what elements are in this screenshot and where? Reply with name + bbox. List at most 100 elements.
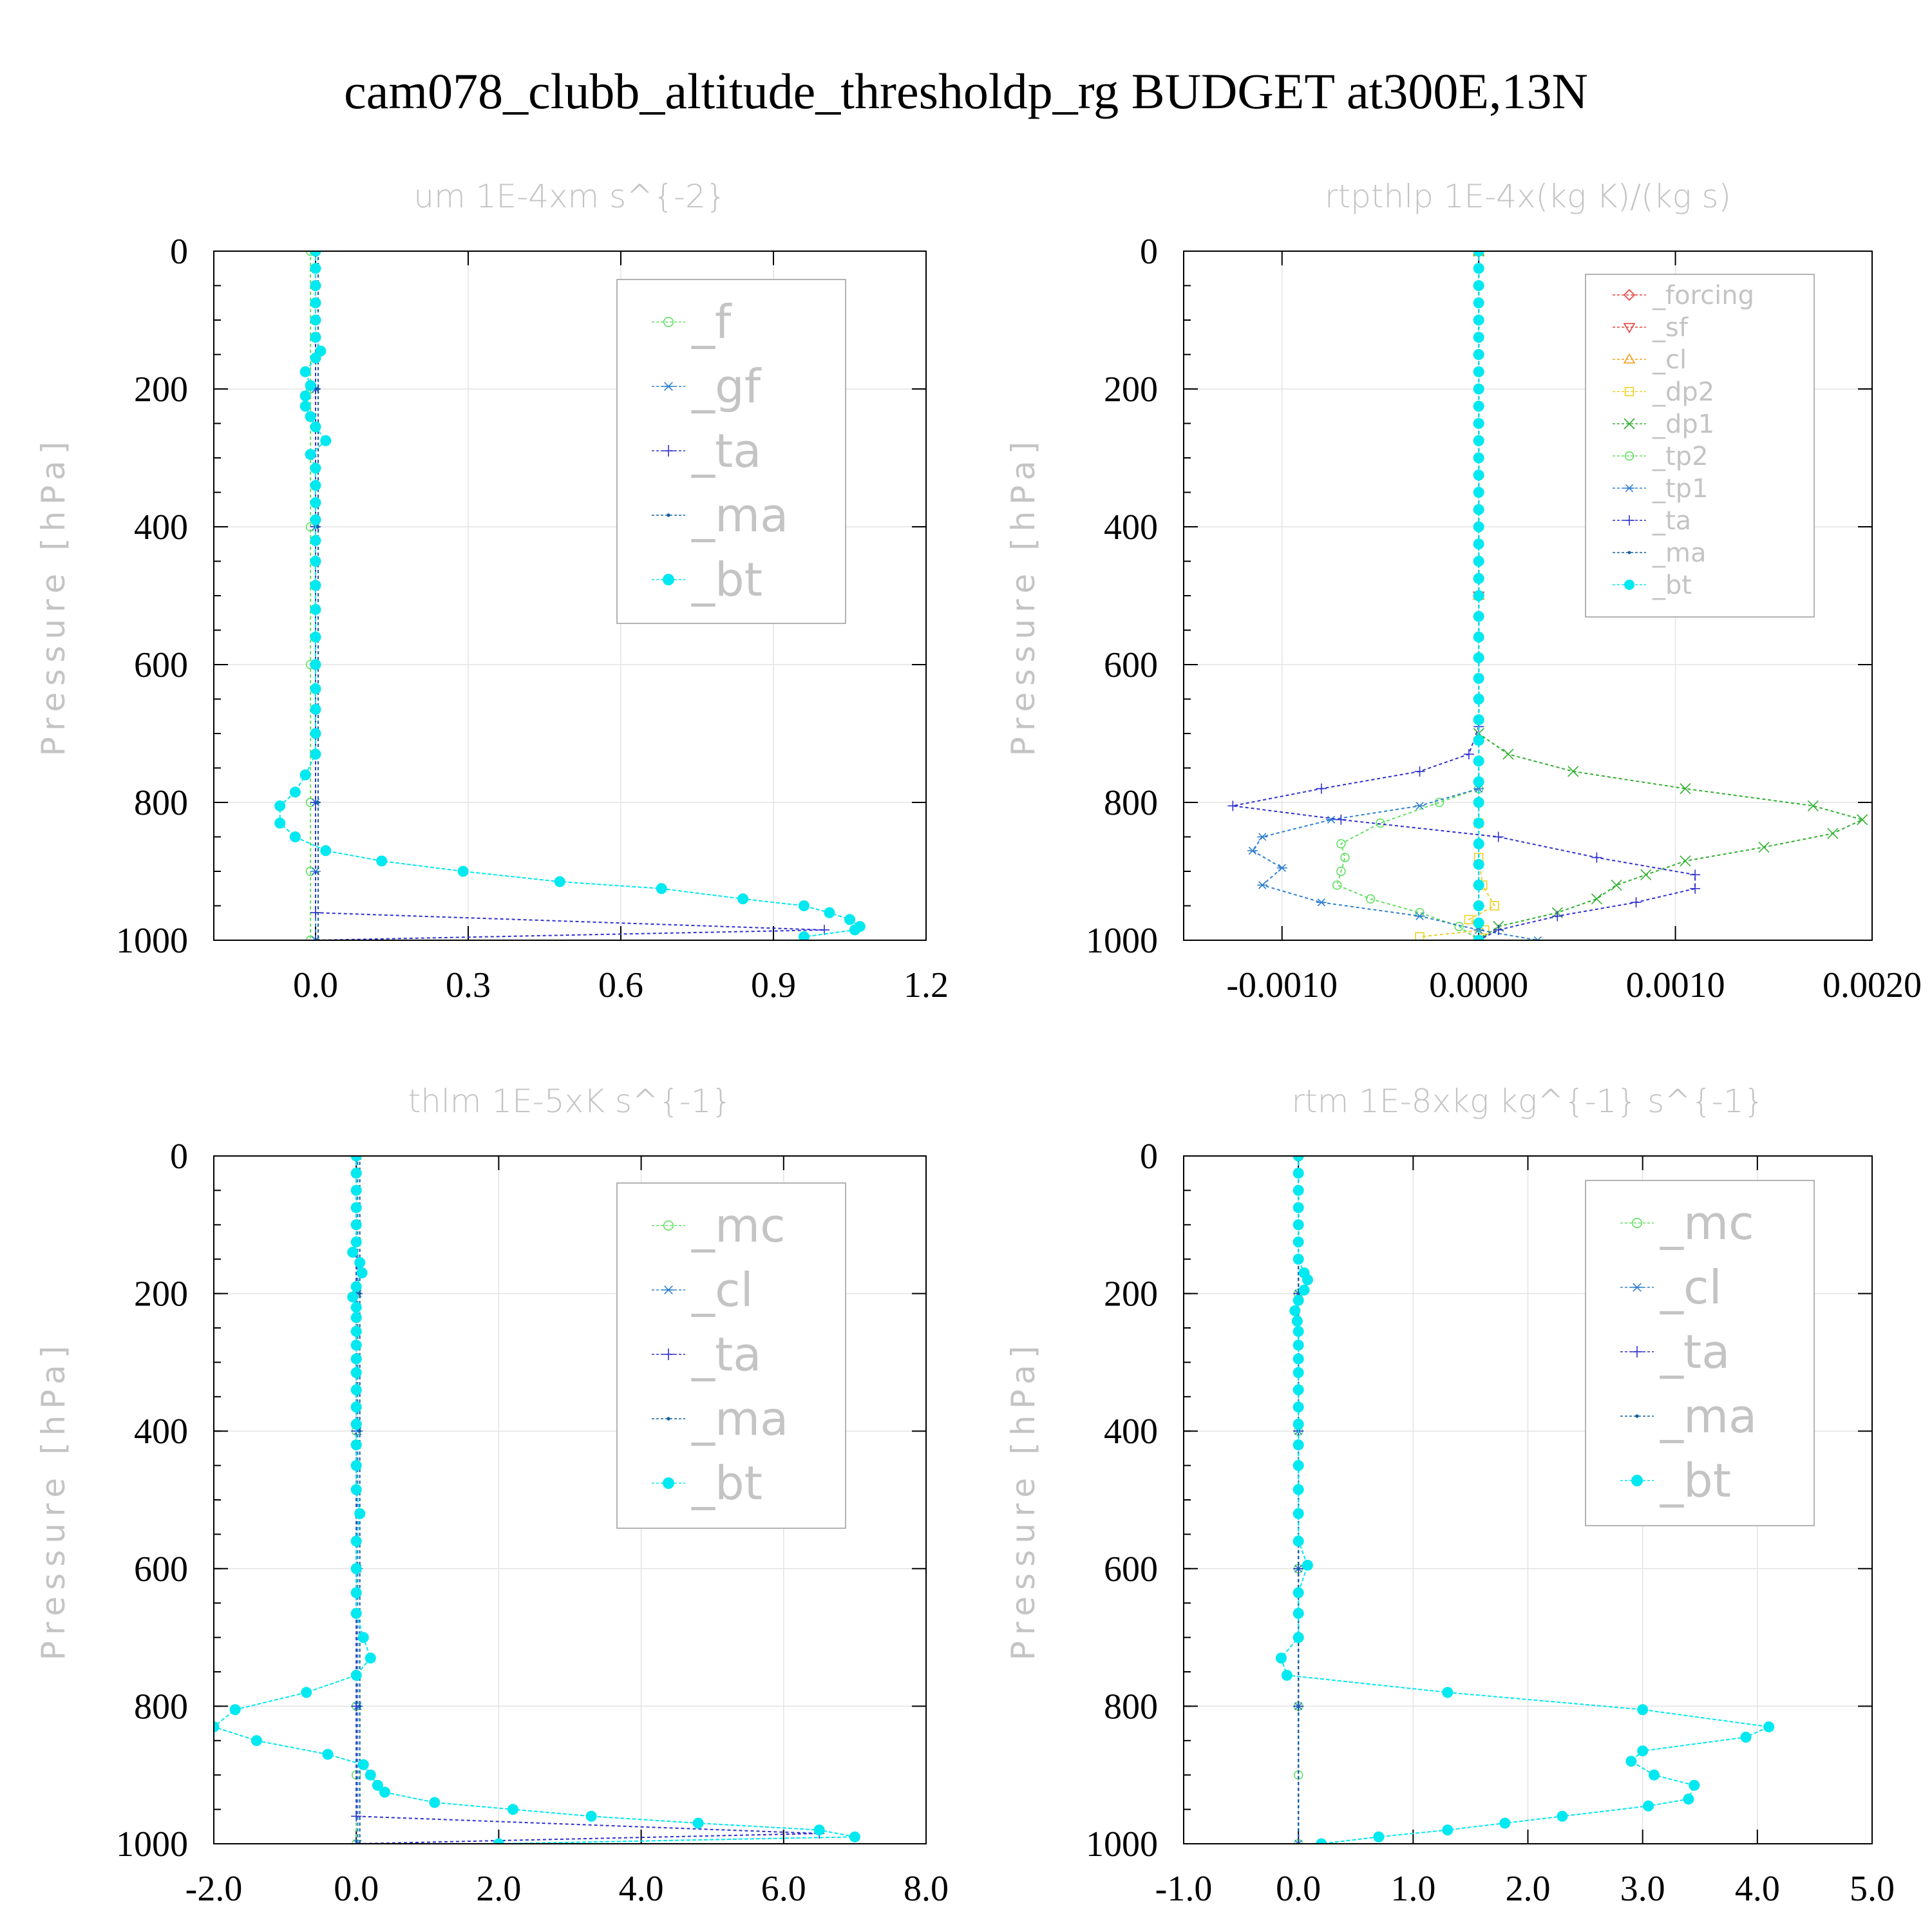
legend-item: _gf	[652, 359, 762, 413]
x-tick-label: 0.0010	[1626, 965, 1725, 1005]
data-point	[1293, 1340, 1304, 1351]
legend-label: _forcing	[1652, 281, 1754, 310]
data-point	[1473, 280, 1484, 291]
data-point	[1293, 1607, 1304, 1619]
data-point	[354, 1508, 366, 1519]
data-point	[1473, 263, 1484, 274]
data-point	[350, 1607, 362, 1619]
y-tick-label: 600	[1104, 1549, 1158, 1589]
data-point	[1414, 802, 1425, 810]
legend-label: _mc	[1660, 1196, 1754, 1250]
data-point	[1414, 766, 1425, 777]
legend-marker	[663, 1220, 674, 1231]
legend-label: _f	[691, 295, 732, 349]
data-point	[1293, 1460, 1304, 1472]
data-point	[350, 1340, 362, 1351]
data-point	[1414, 912, 1425, 920]
data-point	[1473, 469, 1484, 481]
data-point	[299, 769, 311, 781]
x-tick-label: 4.0	[619, 1869, 664, 1909]
y-tick-label: 800	[1104, 783, 1158, 823]
data-point	[379, 1786, 390, 1798]
data-point	[350, 1156, 362, 1162]
data-point	[350, 1439, 362, 1451]
x-tick-label: 3.0	[1620, 1869, 1665, 1909]
legend-marker	[1624, 484, 1634, 493]
data-point	[1373, 1831, 1385, 1842]
data-point	[1293, 1839, 1304, 1844]
data-point	[1316, 1838, 1327, 1844]
y-tick-label: 1000	[1086, 921, 1158, 961]
data-point	[1473, 817, 1484, 829]
figure-title: cam078_clubb_altitude_thresholdp_rg BUDG…	[344, 63, 1588, 119]
x-tick-label: 4.0	[1735, 1869, 1780, 1909]
data-point	[1415, 932, 1425, 940]
legend-item: _mc	[1620, 1196, 1754, 1250]
data-point	[1473, 934, 1484, 940]
legend-marker	[663, 1285, 674, 1294]
data-point	[1591, 893, 1602, 905]
x-tick-label: 0.0020	[1823, 965, 1922, 1005]
legend: _mc _cl _ta _ma _bt	[616, 1182, 846, 1529]
x-tick-label: -1.0	[1155, 1869, 1213, 1909]
legend-label: _bt	[1660, 1454, 1731, 1508]
y-tick-label: 400	[134, 507, 188, 547]
legend-label: _ma	[1660, 1389, 1757, 1443]
data-point	[1289, 1305, 1301, 1316]
data-point	[1473, 521, 1484, 533]
data-point	[1640, 869, 1652, 880]
data-point	[310, 280, 321, 291]
data-point	[1293, 1202, 1304, 1213]
legend-item: _cl	[1620, 1260, 1722, 1314]
data-point	[1293, 1508, 1304, 1519]
data-point	[1473, 332, 1484, 343]
data-point	[1643, 1800, 1654, 1812]
axes-frame	[213, 1155, 927, 1844]
y-tick-label: 0	[1140, 232, 1158, 272]
series_bt	[274, 251, 866, 940]
series_tp2	[1332, 251, 1484, 940]
data-point	[1493, 924, 1504, 935]
data-point	[1293, 1253, 1304, 1265]
data-point	[1473, 297, 1484, 308]
data-point	[1473, 694, 1484, 705]
x-tick-label: 5.0	[1850, 1869, 1895, 1909]
x-tick-label: 6.0	[761, 1869, 806, 1909]
legend-item: _bt	[652, 553, 762, 607]
data-point	[1473, 314, 1484, 326]
legend: _f _gf _ta _ma _bt	[616, 279, 846, 624]
data-point	[849, 1831, 860, 1842]
data-point	[358, 1429, 362, 1433]
plot-area	[1275, 1156, 1775, 1844]
legend-marker	[663, 574, 674, 585]
data-point	[1454, 922, 1464, 931]
data-point	[1690, 883, 1701, 894]
data-point	[1473, 366, 1484, 377]
legend-label: _tp1	[1652, 474, 1709, 504]
data-point	[274, 817, 286, 829]
y-tick-label: 200	[134, 370, 188, 410]
data-point	[1365, 894, 1376, 904]
data-point	[656, 883, 667, 895]
data-point	[1257, 833, 1268, 841]
data-point	[305, 411, 316, 422]
data-point	[1293, 1236, 1304, 1247]
legend-marker	[667, 1417, 670, 1421]
legend: _forcing _sf_cl_dp2 _dp1 _tp2 _tp1_ta_ma _bt	[1585, 274, 1815, 618]
data-point	[1340, 853, 1350, 862]
legend-item: _ma	[652, 488, 788, 542]
x-tick-label: 2.0	[1506, 1869, 1551, 1909]
data-point	[358, 1292, 362, 1295]
legend-item: _forcing	[1613, 281, 1754, 310]
data-point	[1740, 1731, 1752, 1743]
data-point	[1296, 1567, 1300, 1571]
data-point	[1473, 349, 1484, 360]
legend-label: _cl	[1652, 345, 1687, 375]
data-point	[1473, 383, 1484, 395]
data-point	[351, 1839, 362, 1844]
series_f	[305, 251, 316, 940]
data-point	[1293, 1439, 1304, 1451]
data-point	[493, 1838, 504, 1844]
legend-item: _ta	[652, 1327, 761, 1381]
data-point	[310, 748, 321, 760]
